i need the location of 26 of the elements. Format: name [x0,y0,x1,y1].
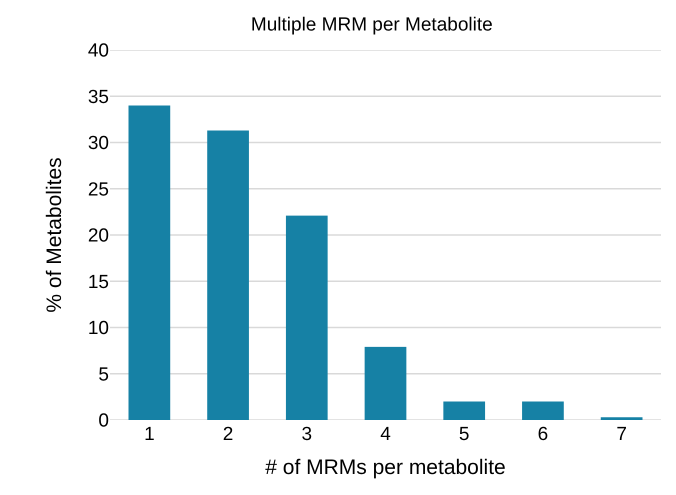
y-tick-label: 20 [88,226,109,247]
bar [128,106,170,420]
y-tick-label: 5 [98,364,109,386]
bar [522,402,564,420]
y-tick-label: 25 [88,179,109,200]
bar [286,216,328,420]
x-tick-label: 2 [222,424,234,445]
bar [364,346,406,420]
y-tick-label: 30 [88,133,109,154]
x-tick-label: 7 [616,424,627,445]
bar [207,130,249,420]
x-tick-label: 6 [538,424,548,445]
x-tick-label: 1 [144,424,155,445]
y-tick-label: 35 [88,86,109,108]
x-tick-label: 4 [380,424,392,445]
y-axis-title: % of Metabolites [43,157,66,313]
x-tick-label: 5 [458,424,470,445]
x-tick-label: 3 [302,424,312,445]
bar [600,417,642,420]
bar [443,402,486,420]
y-tick-label: 15 [88,272,109,293]
chart-title: Multiple MRM per Metabolite [250,14,493,36]
y-tick-label: 0 [98,410,109,432]
x-axis-title: # of MRMs per metabolite [265,456,506,480]
y-tick-label: 40 [88,40,109,62]
y-tick-label: 10 [88,318,109,340]
